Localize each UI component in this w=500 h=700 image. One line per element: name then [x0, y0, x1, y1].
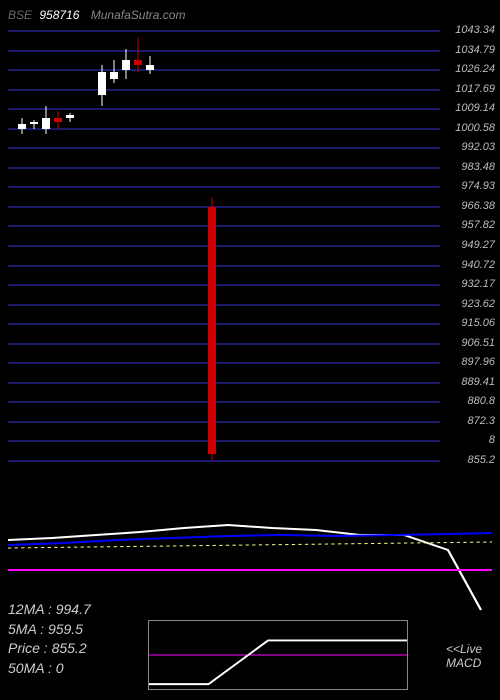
grid-line [8, 147, 440, 149]
y-axis-label: 992.03 [461, 141, 495, 153]
mini-indicator-line [149, 640, 407, 684]
grid-line [8, 206, 440, 208]
grid-line [8, 265, 440, 267]
y-axis-label: 974.93 [461, 180, 495, 192]
y-axis-label: 1017.69 [455, 83, 495, 95]
grid-line [8, 50, 440, 52]
grid-line [8, 128, 440, 130]
ma50-value: 0 [56, 660, 64, 676]
grid-line [8, 225, 440, 227]
y-axis-label: 8 [489, 434, 495, 446]
ticker-label: BSE [8, 8, 32, 22]
y-axis-label: 983.48 [461, 161, 495, 173]
grid-line [8, 245, 440, 247]
grid-line [8, 304, 440, 306]
y-axis-label: 940.72 [461, 259, 495, 271]
y-axis-label: 949.27 [461, 239, 495, 251]
grid-line [8, 323, 440, 325]
y-axis-label: 957.82 [461, 219, 495, 231]
mini-macd-chart [148, 620, 408, 690]
y-axis-label: 923.62 [461, 298, 495, 310]
y-axis-label: 1000.58 [455, 122, 495, 134]
grid-line [8, 382, 440, 384]
y-axis-label: 872.3 [467, 415, 495, 427]
macd-label: <<Live MACD [446, 642, 482, 670]
indicator-line [8, 525, 481, 610]
ma50-label: 50MA : [8, 660, 52, 676]
y-axis-label: 855.2 [467, 454, 495, 466]
grid-line [8, 30, 440, 32]
grid-line [8, 284, 440, 286]
grid-line [8, 343, 440, 345]
y-axis-label: 1026.24 [455, 63, 495, 75]
y-axis-label: 1043.34 [455, 24, 495, 36]
ticker-value: 958716 [39, 8, 79, 22]
y-axis-label: 966.38 [461, 200, 495, 212]
grid-line [8, 362, 440, 364]
grid-line [8, 460, 440, 462]
y-axis-label: 906.51 [461, 337, 495, 349]
y-axis-label: 897.96 [461, 356, 495, 368]
y-axis-label: 889.41 [461, 376, 495, 388]
stats-panel: 12MA : 994.7 5MA : 959.5 Price : 855.2 5… [8, 600, 492, 690]
y-axis-label: 915.06 [461, 317, 495, 329]
grid-line [8, 401, 440, 403]
y-axis-label: 932.17 [461, 278, 495, 290]
y-axis-label: 880.8 [467, 395, 495, 407]
price-value: 855.2 [52, 640, 87, 656]
grid-line [8, 108, 440, 110]
grid-line [8, 440, 440, 442]
ma5-value: 959.5 [48, 621, 83, 637]
y-axis-label: 1034.79 [455, 44, 495, 56]
indicator-panel [8, 470, 492, 620]
grid-line [8, 69, 440, 71]
ma5-label: 5MA : [8, 621, 44, 637]
grid-line [8, 89, 440, 91]
grid-line [8, 186, 440, 188]
y-axis-label: 1009.14 [455, 102, 495, 114]
ma12-value: 994.7 [56, 601, 91, 617]
grid-line [8, 167, 440, 169]
price-label: Price : [8, 640, 48, 656]
ma12-label: 12MA : [8, 601, 52, 617]
main-candlestick-chart: 1043.341034.791026.241017.691009.141000.… [8, 30, 440, 460]
chart-header: BSE 958716 MunafaSutra.com [8, 8, 185, 22]
grid-line [8, 421, 440, 423]
source-label: MunafaSutra.com [91, 8, 186, 22]
